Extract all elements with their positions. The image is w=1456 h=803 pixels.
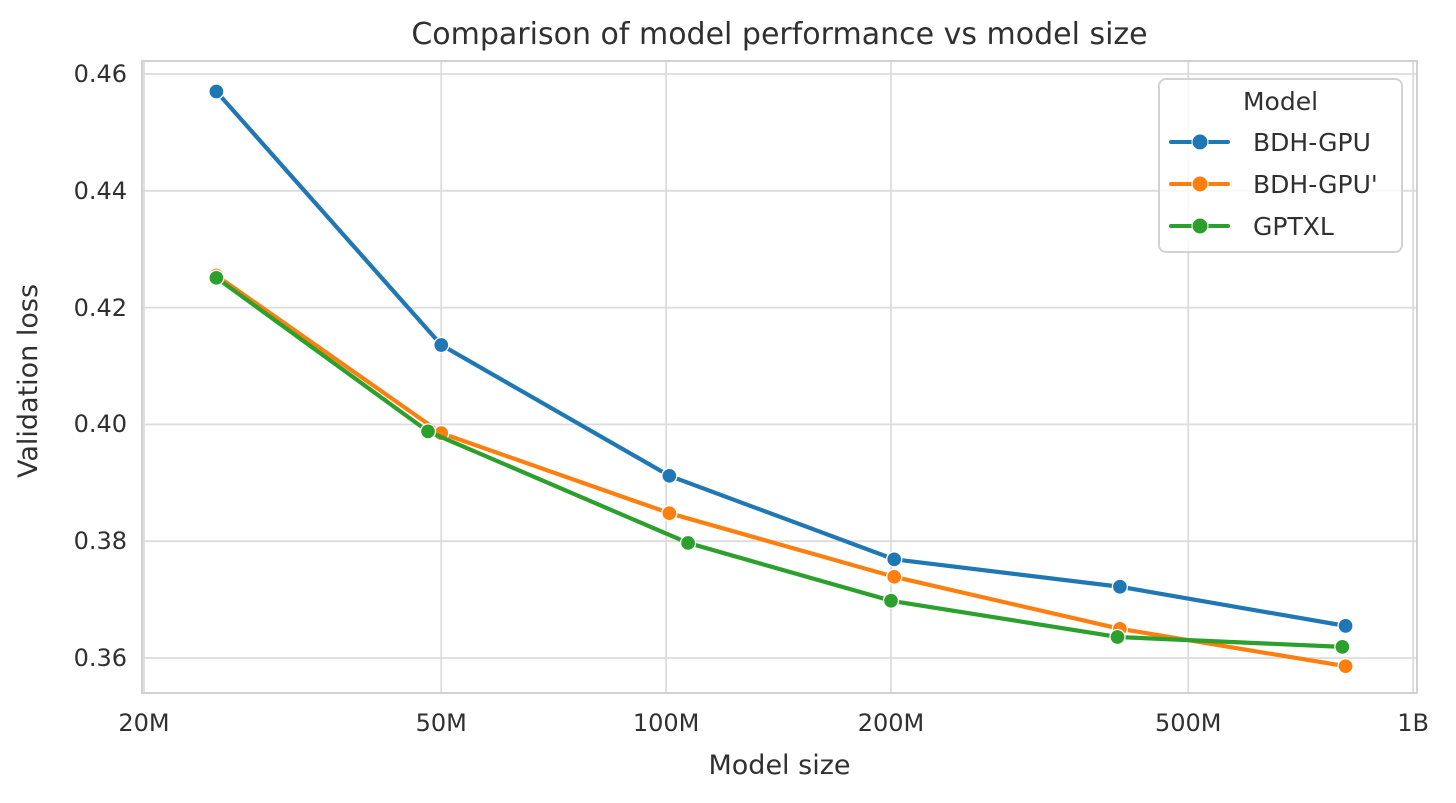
plot-border [141,60,1418,694]
x-tick-label: 500M [1154,709,1222,737]
data-point-bdh-gpu [208,83,225,100]
data-point-bdh-gpu [661,467,678,484]
legend-dot-icon [1191,217,1208,235]
legend-marker-icon [1169,133,1230,151]
x-tick-label: 50M [415,709,467,737]
data-point-gptxl [679,534,697,552]
legend-dot-icon [1191,175,1208,193]
chart-title: Comparison of model performance vs model… [411,17,1148,52]
legend-entries: BDH-GPU BDH-GPU' GPTXL [1160,121,1401,247]
series-line-bdh-gpu [214,89,1348,628]
data-point-gptxl [419,423,437,440]
data-point-gptxl [1109,628,1126,646]
x-tick-label: 1B [1397,709,1429,737]
series-line-gptxl [214,275,1345,650]
legend-dot-icon [1191,133,1208,151]
data-point-bdh-gpu [433,336,450,354]
legend-marker-icon [1169,175,1230,193]
data-point-gptxl [208,269,225,286]
data-point-bdh-gpu-prime [1337,658,1354,675]
data-point-bdh-gpu [886,551,903,568]
x-tick-label: 200M [857,709,925,737]
legend-title: Model [1242,87,1319,116]
legend-entry-bdh-gpu-prime: BDH-GPU' [1160,163,1401,205]
data-point-gptxl [1334,638,1351,656]
x-tick-label: 100M [632,709,700,737]
data-point-bdh-gpu [1111,578,1129,595]
legend: Model BDH-GPU BDH-GPU' GPTXL [1158,78,1403,253]
legend-entry-bdh-gpu: BDH-GPU [1160,121,1401,163]
data-point-bdh-gpu-prime [886,568,903,585]
y-tick-label: 0.40 [73,410,127,439]
x-axis-label: Model size [708,750,851,781]
y-tick-label: 0.36 [73,644,127,672]
legend-marker-icon [1169,217,1230,235]
data-point-bdh-gpu-prime [661,505,678,522]
legend-label: BDH-GPU [1253,127,1371,157]
data-point-bdh-gpu [1337,617,1354,635]
legend-entry-gptxl: GPTXL [1160,205,1401,247]
y-tick-label: 0.46 [73,60,127,88]
y-tick-label: 0.44 [73,176,127,205]
x-tick-label: 20M [118,709,170,737]
legend-label: BDH-GPU' [1253,169,1378,199]
y-tick-label: 0.38 [73,527,127,556]
series-line-bdh-gpu-prime [214,273,1348,669]
data-point-gptxl [882,592,900,609]
y-tick-label: 0.42 [73,293,127,322]
legend-label: GPTXL [1253,211,1334,241]
